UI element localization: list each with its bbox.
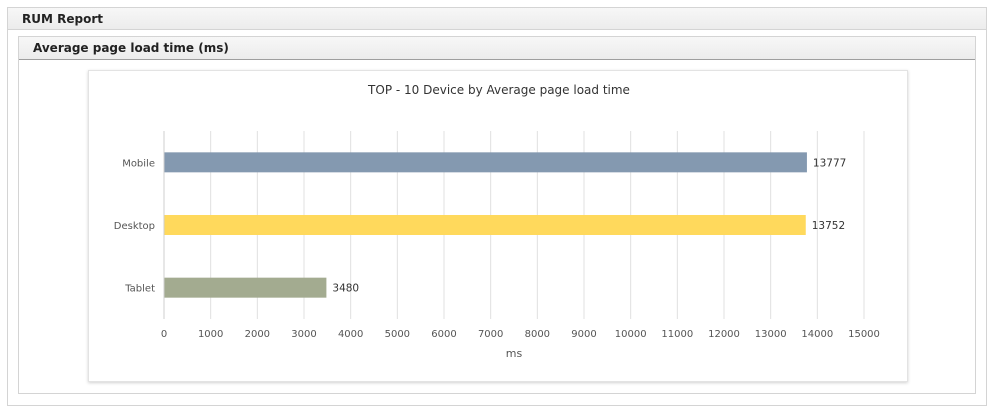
y-category-label: Mobile [122, 158, 155, 169]
bar-value-label: 13777 [813, 157, 846, 169]
bar-mobile[interactable] [164, 152, 807, 173]
x-tick-label: 9000 [571, 329, 596, 340]
x-tick-label: 1000 [198, 329, 223, 340]
y-category-label: Tablet [124, 284, 155, 295]
avg-load-time-panel: Average page load time (ms) TOP - 10 Dev… [18, 36, 976, 394]
bar-chart: TOP - 10 Device by Average page load tim… [114, 83, 880, 360]
bar-desktop[interactable] [164, 215, 806, 235]
x-tick-label: 10000 [615, 329, 647, 340]
x-tick-label: 13000 [755, 329, 787, 340]
x-tick-label: 6000 [431, 329, 456, 340]
axes: 0 1000 2000 3000 4000 5000 6000 7000 8000 9000 100… [114, 131, 880, 340]
chart-title: TOP - 10 Device by Average page load tim… [367, 83, 630, 97]
x-tick-label: 12000 [708, 329, 740, 340]
bar-tablet[interactable] [164, 277, 327, 298]
bar-value-label: 13752 [812, 220, 845, 232]
x-tick-label: 14000 [801, 329, 833, 340]
x-tick-label: 15000 [848, 329, 880, 340]
chart-card: TOP - 10 Device by Average page load tim… [88, 70, 908, 382]
avg-load-time-title: Average page load time (ms) [33, 41, 229, 55]
bars [164, 152, 807, 298]
y-category-label: Desktop [114, 221, 155, 232]
bar-value-label: 3480 [332, 283, 359, 295]
x-tick-label: 4000 [338, 329, 363, 340]
x-axis-title: ms [506, 347, 523, 360]
x-tick-label: 11000 [661, 329, 693, 340]
x-tick-label: 3000 [291, 329, 316, 340]
avg-load-time-header: Average page load time (ms) [19, 37, 975, 60]
rum-report-panel: RUM Report Average page load time (ms) T… [7, 7, 987, 406]
x-tick-label: 7000 [478, 329, 503, 340]
x-tick-label: 2000 [245, 329, 270, 340]
x-tick-label: 0 [161, 329, 167, 340]
x-tick-label: 8000 [525, 329, 550, 340]
x-tick-label: 5000 [385, 329, 410, 340]
rum-report-title: RUM Report [22, 11, 103, 26]
rum-report-header: RUM Report [8, 8, 986, 30]
